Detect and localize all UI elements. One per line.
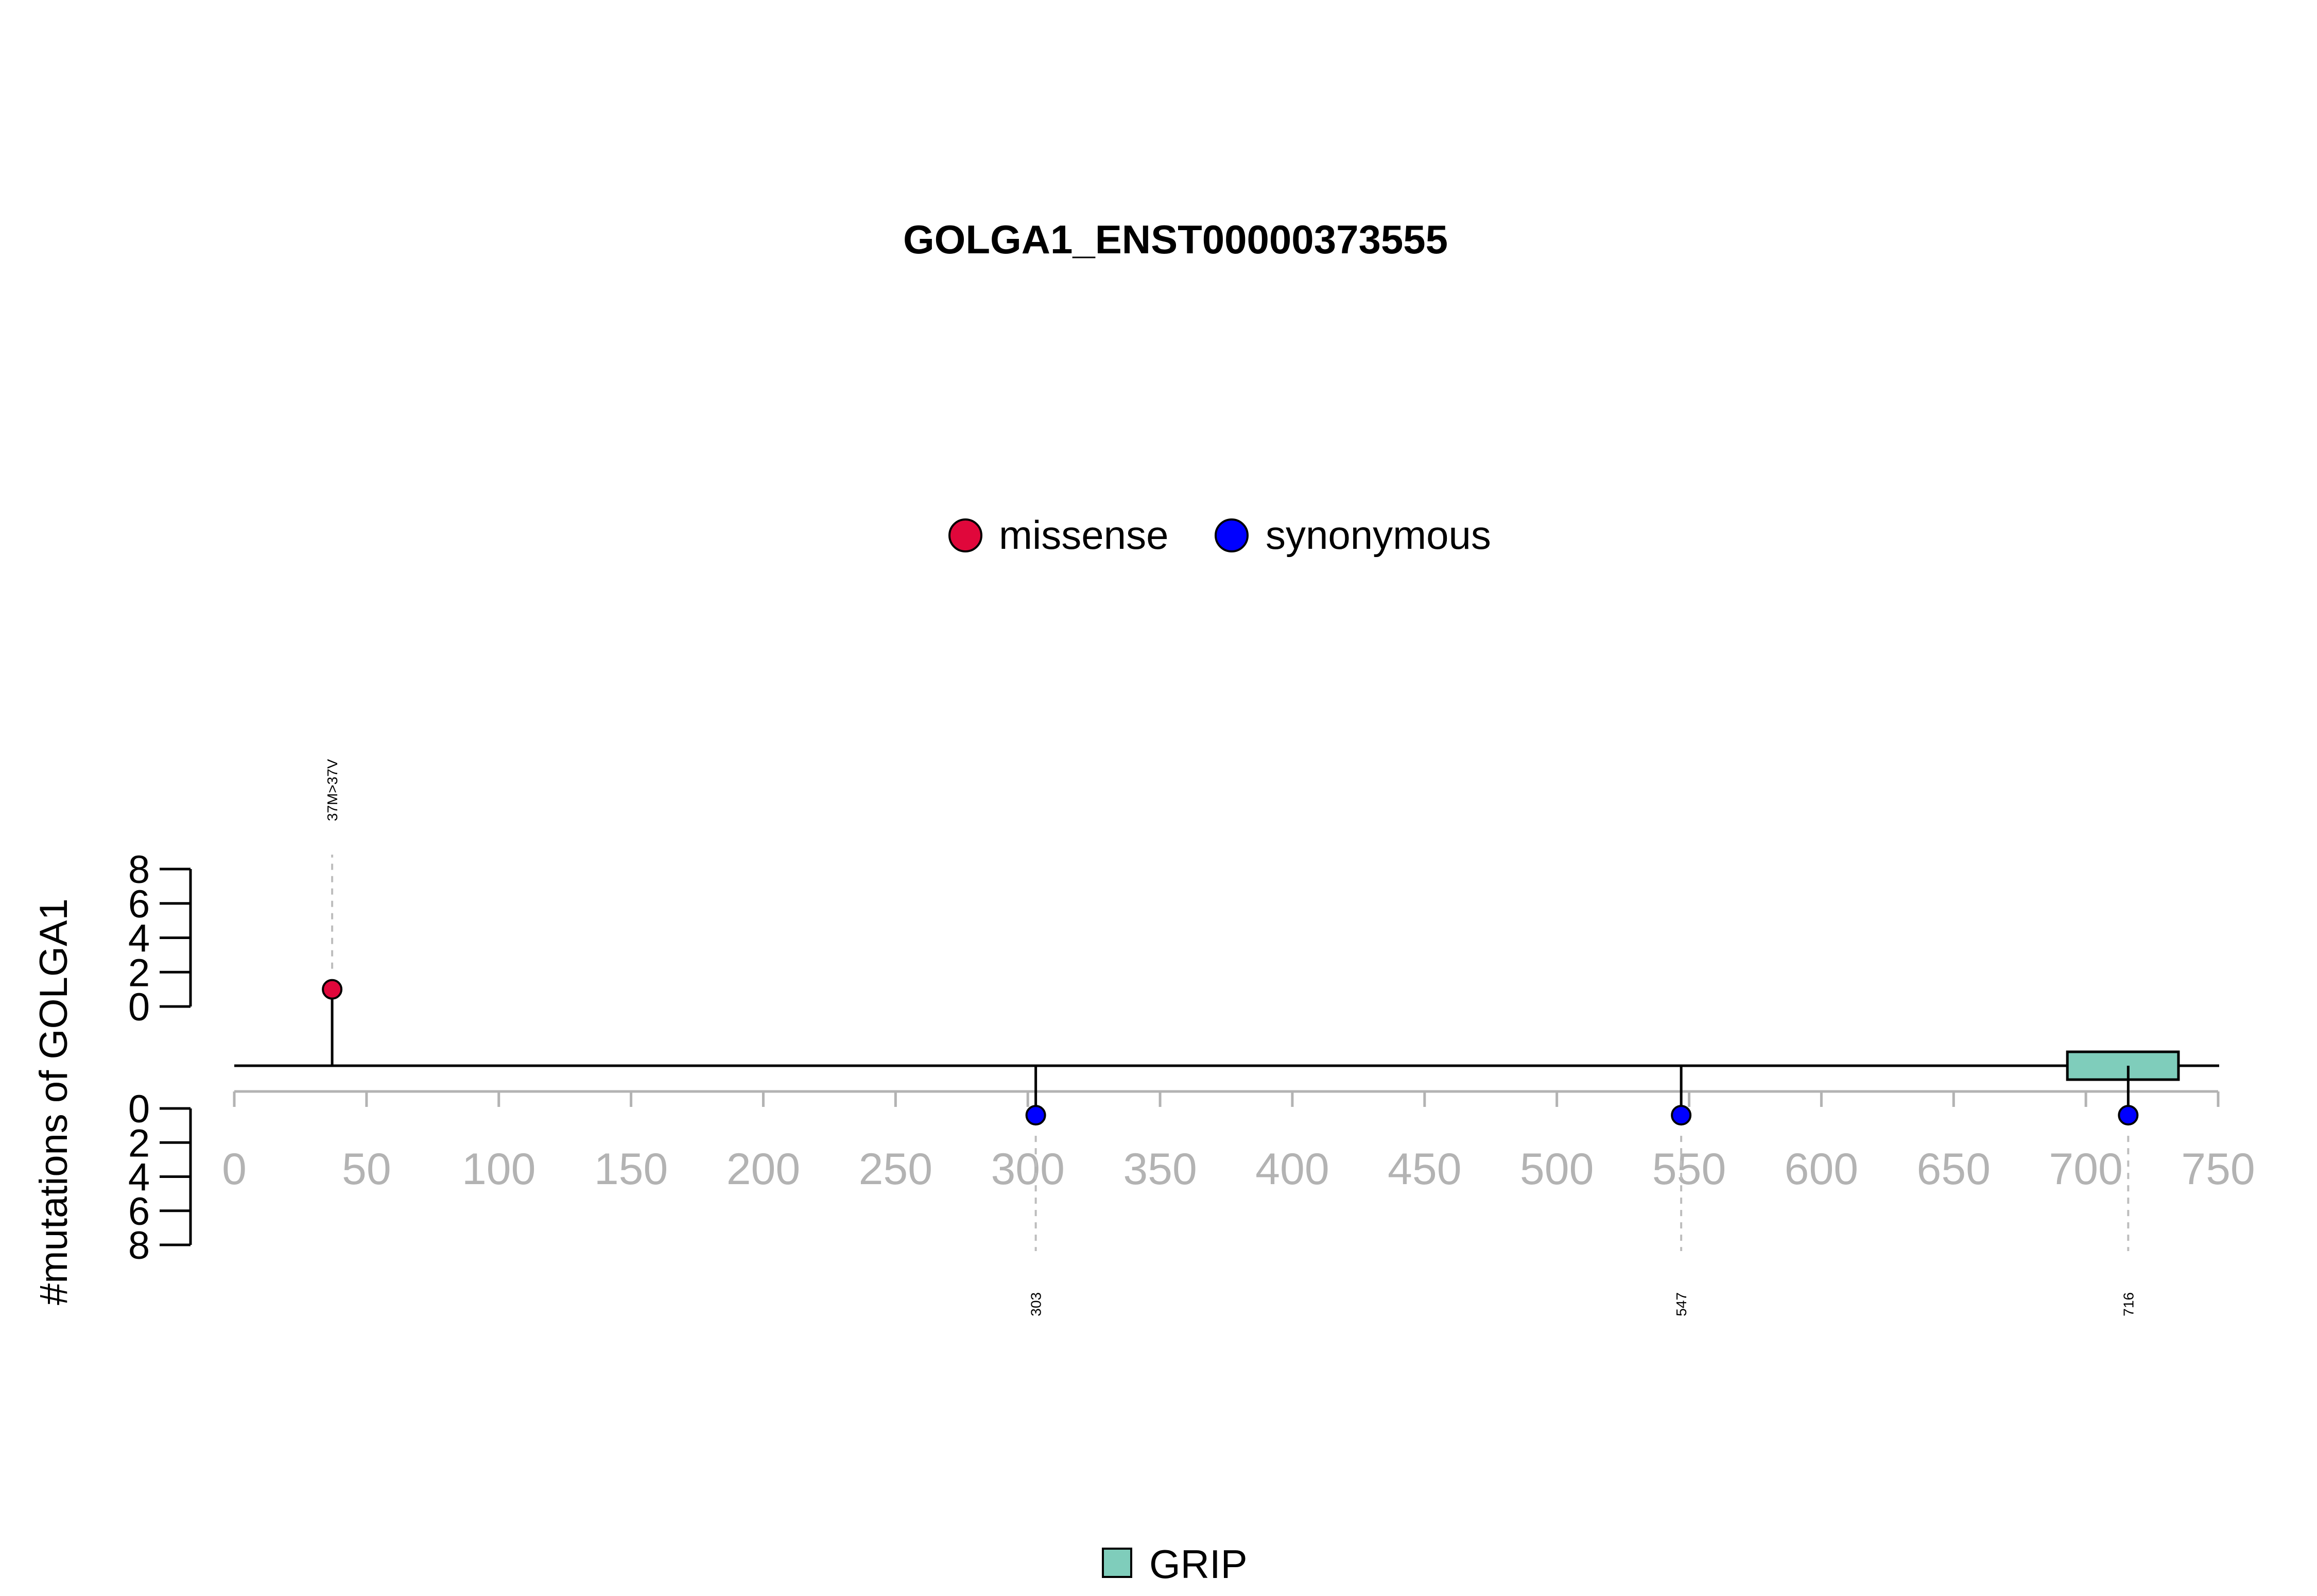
y-axis-top-tick-label: 6 [128,882,150,926]
legend-marker-synonymous [1215,518,1249,552]
legend-label-missense: missense [999,512,1168,558]
mutation-type-legend: missense synonymous [948,512,1491,558]
domain-legend-label: GRIP [1149,1541,1248,1587]
legend-marker-missense [948,518,982,552]
y-axis-top-tick-label: 8 [128,848,150,892]
y-axis-bottom-tick-label: 0 [128,1087,150,1131]
mutation-label: 716 [2120,1292,2136,1316]
mutation-point-missense [322,979,343,1000]
x-axis-tick-label: 0 [222,1144,247,1194]
domain-legend-swatch [1102,1548,1132,1578]
mutation-point-synonymous [2118,1105,2139,1126]
y-axis-top-tick-label: 2 [128,951,150,995]
x-axis-tick-label: 500 [1520,1144,1594,1194]
x-axis-tick-label: 50 [342,1144,391,1194]
y-axis-label: #mutations of GOLGA1 [32,898,76,1305]
y-axis-top-tick-label: 0 [128,985,150,1029]
x-axis-tick-label: 150 [594,1144,668,1194]
y-axis-bottom-tick-label: 4 [128,1156,150,1200]
domain-grip [2066,1050,2180,1081]
x-axis: 0 50 100 150 200 250 300 350 400 450 500 550 600 650 7… [222,1090,2255,1194]
legend-label-synonymous: synonymous [1266,512,1491,558]
x-axis-tick-label: 450 [1388,1144,1462,1194]
x-axis-tick-label: 400 [1255,1144,1329,1194]
y-axis-bottom-tick-label: 8 [128,1224,150,1268]
y-axis-bottom-tick-label: 6 [128,1190,150,1234]
mutations: 37M>37V 303 547 716 [322,759,2139,1316]
x-axis-tick-label: 750 [2181,1144,2255,1194]
x-axis-tick-label: 100 [462,1144,536,1194]
x-axis-tick-label: 650 [1917,1144,1991,1194]
x-axis-tick-label: 350 [1123,1144,1197,1194]
x-axis-tick-label: 300 [991,1144,1065,1194]
mutation-point-synonymous [1671,1105,1692,1126]
x-axis-tick-label: 700 [2049,1144,2123,1194]
x-axis-tick-label: 250 [859,1144,933,1194]
domain-legend: GRIP [1102,1541,1248,1587]
y-axis-bottom-tick-label: 2 [128,1121,150,1165]
mutation-point-synonymous [1025,1105,1046,1126]
x-axis-tick-label: 600 [1785,1144,1859,1194]
x-axis-tick-label: 200 [727,1144,801,1194]
mutation-label: 303 [1028,1292,1044,1316]
chart-title: GOLGA1_ENST00000373555 [903,217,1448,262]
mutation-label: 547 [1673,1292,1689,1316]
x-axis-tick-label: 550 [1652,1144,1726,1194]
domains [2066,1050,2180,1081]
mutation-label: 37M>37V [324,759,340,821]
y-axis-top-tick-label: 4 [128,917,150,961]
